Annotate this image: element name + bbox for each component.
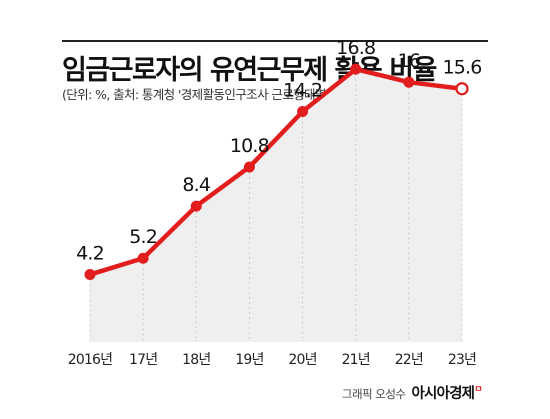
data-point <box>137 252 149 264</box>
area-fill <box>90 69 462 342</box>
data-label: 8.4 <box>182 174 211 196</box>
x-tick-label: 17년 <box>129 352 157 368</box>
x-tick-label: 21년 <box>342 352 370 368</box>
x-tick-label: 23년 <box>448 352 476 368</box>
data-label: 16 <box>398 50 421 72</box>
data-label: 16.8 <box>336 37 375 59</box>
x-tick-label: 22년 <box>395 352 423 368</box>
top-rule <box>62 40 488 42</box>
data-point <box>403 76 415 88</box>
graphic-credit: 그래픽 오성수 <box>341 387 406 401</box>
x-tick-label: 2016년 <box>68 352 113 368</box>
series-line <box>87 66 465 277</box>
data-point <box>190 200 202 212</box>
chart-subtitle: (단위: %, 출처: 통계청 '경제활동인구조사 근로형태별 부가조사') <box>62 87 381 102</box>
data-label: 10.8 <box>230 135 269 157</box>
x-tick-label: 19년 <box>235 352 263 368</box>
data-label: 5.2 <box>129 226 157 248</box>
brand-mark-icon: ㅁ <box>474 385 482 395</box>
data-point <box>350 63 362 75</box>
data-label: 15.6 <box>442 57 481 79</box>
x-tick-label: 20년 <box>288 352 316 368</box>
data-point <box>297 106 309 118</box>
data-label: 14.2 <box>283 80 322 102</box>
x-tick-label: 18년 <box>182 352 210 368</box>
data-point <box>455 82 469 96</box>
credit-line: 그래픽 오성수 아시아경제ㅁ <box>341 382 483 403</box>
brand-logo: 아시아경제 <box>411 386 475 402</box>
data-label: 4.2 <box>76 243 104 265</box>
data-point <box>84 269 96 281</box>
data-point <box>243 161 255 173</box>
